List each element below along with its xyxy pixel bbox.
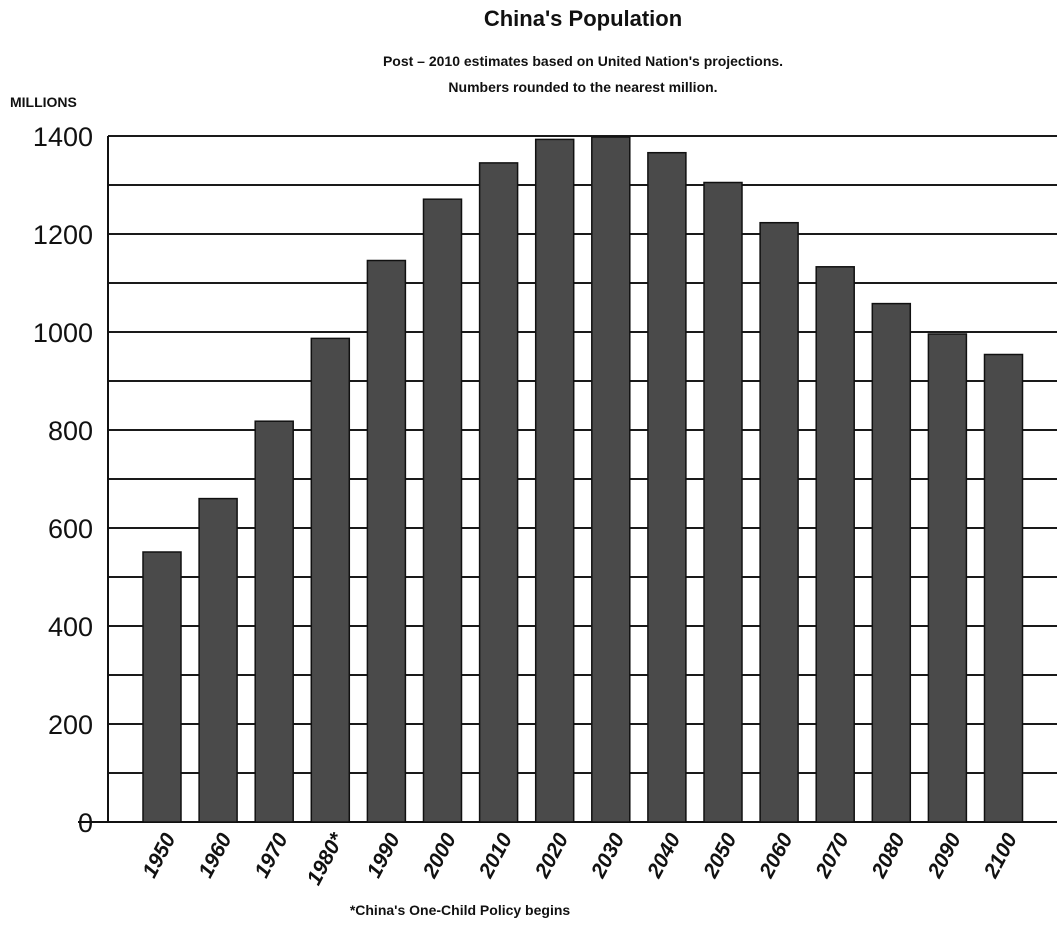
x-tick-label: 2050 [699,829,742,882]
bar-2040 [647,151,687,823]
y-tick-labels: 0 200 400 600 800 1000 1200 1400 [33,122,93,838]
y-tick-label: 1200 [33,220,93,250]
bar-1950 [142,551,182,823]
y-tick-label: 800 [48,416,93,446]
y-tick-label: 400 [48,612,93,642]
bar-2080 [871,302,912,823]
bar-2100 [983,353,1024,823]
bar-1980 [310,337,351,823]
x-tick-label: 2040 [643,829,686,882]
x-tick-label: 2030 [587,829,630,882]
bar-2090 [927,333,968,823]
bar-1990 [366,259,407,823]
bars [142,136,1024,823]
y-tick-label: 200 [48,710,93,740]
bar-2010 [478,162,519,823]
x-tick-label: 2060 [755,829,798,882]
y-tick-label: 0 [78,808,93,838]
chart-title: China's Population [484,6,682,31]
x-tick-label: 2010 [474,829,517,882]
x-tick-label: 2070 [811,829,854,882]
y-tick-label: 600 [48,514,93,544]
x-tick-label: 2080 [867,829,910,882]
x-tick-label: 2000 [418,829,461,882]
chart-subtitle-line-1: Post – 2010 estimates based on United Na… [383,53,783,69]
x-tick-label: 2100 [979,829,1022,882]
y-tick-label: 1000 [33,318,93,348]
chart-subtitle-line-2: Numbers rounded to the nearest million. [448,79,717,95]
bar-2020 [534,138,575,823]
footnote: *China's One-Child Policy begins [350,902,571,918]
bar-2070 [815,266,855,823]
x-tick-label: 2020 [530,829,573,882]
x-tick-label: 1990 [363,829,405,881]
x-tick-label: 1970 [250,829,292,881]
bar-2060 [759,221,799,823]
bar-2050 [703,181,743,823]
bar-1960 [198,497,238,823]
y-tick-label: 1400 [33,122,93,152]
bar-1970 [254,420,294,823]
x-tick-label: 1960 [194,829,236,881]
x-tick-label: 2090 [923,829,966,882]
x-tick-labels: 1950 1960 1970 1980* 1990 2000 2010 2020 2030 204… [138,829,1022,889]
bar-2030 [591,136,631,823]
y-axis-label: MILLIONS [10,94,77,110]
x-tick-label: 1980* [303,829,349,889]
x-tick-label: 1950 [138,829,180,881]
bar-2000 [422,198,463,823]
